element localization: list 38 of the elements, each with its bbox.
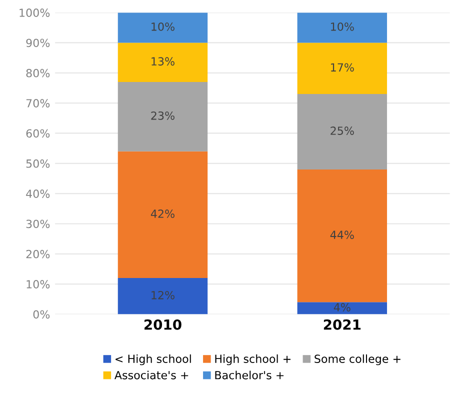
y-tick-label: 30%	[26, 220, 50, 228]
bar	[118, 278, 208, 314]
bar	[297, 169, 388, 302]
data-label: 10%	[152, 22, 174, 31]
data-label: 13%	[152, 57, 174, 66]
y-tick-label: 50%	[26, 159, 50, 168]
data-label: 17%	[331, 63, 354, 72]
data-label: 23%	[151, 111, 174, 120]
bar	[118, 12, 208, 43]
bar	[297, 302, 388, 314]
bar	[118, 151, 208, 278]
y-tick-label: 10%	[26, 280, 50, 288]
y-tick-label: 40%	[26, 190, 50, 198]
y-tick-label: 80%	[26, 68, 50, 78]
y-tick-label: 60%	[26, 129, 50, 138]
legend-label: < High school	[116, 354, 191, 366]
data-label: 12%	[152, 290, 174, 300]
bar	[118, 42, 208, 82]
y-tick-label: 90%	[26, 38, 50, 48]
data-label: 25%	[330, 126, 354, 135]
data-label: 4%	[334, 303, 350, 312]
legend-label: Some college +	[314, 354, 400, 366]
y-tick-label: 0%	[33, 310, 50, 319]
bar	[297, 94, 388, 170]
data-label: 44%	[330, 230, 354, 240]
y-tick-label: 20%	[26, 250, 50, 258]
bar	[297, 12, 388, 43]
x-tick-label: 2021	[324, 319, 361, 330]
legend-label: Bachelor's +	[215, 370, 284, 380]
y-tick-label: 70%	[26, 99, 50, 108]
data-label: 10%	[331, 22, 354, 31]
legend-label: High school +	[215, 354, 291, 366]
y-tick-label: 100%	[20, 8, 50, 17]
bar	[297, 42, 388, 94]
bar	[118, 82, 208, 152]
data-label: 42%	[150, 210, 174, 218]
legend-label: Associate's +	[114, 370, 188, 380]
x-tick-label: 2010	[144, 319, 182, 330]
